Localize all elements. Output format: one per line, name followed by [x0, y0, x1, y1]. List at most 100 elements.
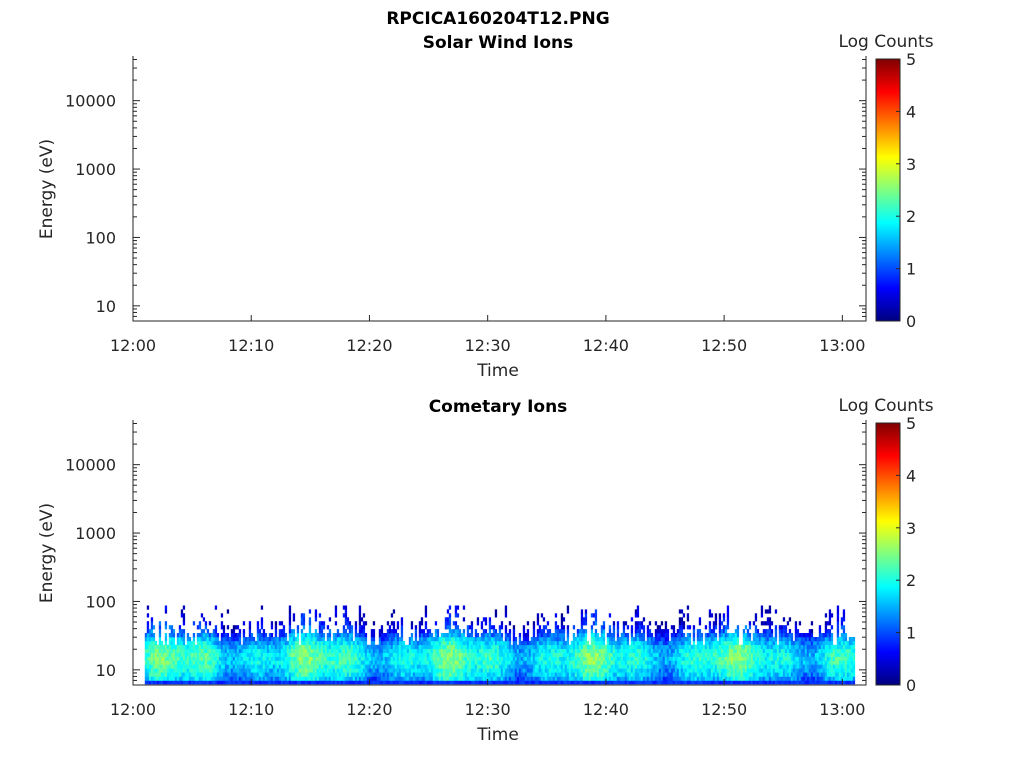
heatmap-cell	[508, 633, 512, 638]
heatmap-cell	[384, 633, 388, 638]
heatmap-cell	[552, 680, 556, 685]
heatmap-cell	[632, 676, 636, 681]
heatmap-cell	[430, 640, 434, 646]
heatmap-cell	[150, 621, 154, 626]
heatmap-cell	[692, 648, 696, 653]
heatmap-cell	[704, 637, 708, 642]
heatmap-cell	[664, 668, 668, 673]
heatmap-cell	[378, 648, 382, 653]
heatmap-cell	[650, 656, 654, 661]
heatmap-cell	[812, 672, 816, 677]
heatmap-cell	[236, 640, 240, 646]
heatmap-cell	[602, 625, 606, 630]
heatmap-cell	[588, 660, 592, 665]
heatmap-cell	[512, 672, 516, 677]
heatmap-cell	[554, 660, 558, 665]
heatmap-cell	[404, 664, 408, 669]
heatmap-cell	[828, 629, 832, 634]
heatmap-cell	[770, 680, 774, 685]
heatmap-cell	[250, 668, 254, 673]
heatmap-cell	[180, 644, 184, 650]
heatmap-cell	[792, 680, 796, 685]
heatmap-cell	[780, 660, 784, 665]
heatmap-cell	[740, 668, 744, 673]
heatmap-cell	[224, 660, 228, 665]
heatmap-cell	[706, 664, 710, 669]
heatmap-cell	[210, 648, 214, 653]
heatmap-cell	[158, 625, 162, 630]
heatmap-cell	[724, 664, 728, 669]
heatmap-cell	[642, 637, 646, 642]
heatmap-cell	[476, 660, 480, 665]
heatmap-cell	[832, 660, 836, 665]
heatmap-cell	[566, 672, 570, 677]
heatmap-cell	[736, 648, 740, 653]
heatmap-cell	[818, 640, 822, 646]
heatmap-cell	[336, 633, 340, 638]
heatmap-cell	[306, 637, 310, 642]
heatmap-cell	[202, 676, 206, 681]
heatmap-cell	[568, 676, 572, 681]
heatmap-cell	[248, 652, 252, 657]
heatmap-cell	[448, 605, 452, 610]
heatmap-cell	[808, 676, 812, 681]
heatmap-cell	[150, 648, 154, 653]
heatmap-cell	[364, 668, 368, 673]
heatmap-cell	[446, 672, 450, 677]
heatmap-cell	[304, 664, 308, 669]
heatmap-cell	[764, 629, 768, 634]
heatmap-cell	[666, 660, 670, 665]
heatmap-cell	[188, 652, 192, 657]
heatmap-cell	[222, 676, 226, 681]
heatmap-cell	[808, 640, 812, 646]
heatmap-cell	[560, 644, 564, 650]
heatmap-cell	[300, 648, 304, 653]
heatmap-cell	[698, 644, 702, 650]
heatmap-cell	[542, 637, 546, 642]
heatmap-cell	[260, 664, 264, 669]
heatmap-cell	[286, 652, 290, 657]
heatmap-cell	[794, 633, 798, 638]
heatmap-cell	[752, 668, 756, 673]
heatmap-cell	[590, 672, 594, 677]
heatmap-cell	[810, 629, 814, 634]
heatmap-cell	[370, 644, 374, 650]
heatmap-cell	[410, 668, 414, 673]
heatmap-cell	[272, 644, 276, 650]
heatmap-cell	[660, 652, 664, 657]
heatmap-cell	[502, 664, 506, 669]
heatmap-cell	[314, 644, 318, 650]
heatmap-cell	[614, 664, 618, 669]
heatmap-cell	[686, 664, 690, 669]
heatmap-cell	[318, 629, 322, 634]
heatmap-cell	[536, 637, 540, 642]
heatmap-cell	[238, 648, 242, 653]
heatmap-cell	[508, 640, 512, 646]
heatmap-cell	[538, 676, 542, 681]
heatmap-cell	[820, 676, 824, 681]
heatmap-cell	[504, 652, 508, 657]
heatmap-cell	[354, 633, 358, 638]
heatmap-cell	[358, 660, 362, 665]
heatmap-cell	[392, 672, 396, 677]
heatmap-cell	[664, 644, 668, 650]
heatmap-cell	[756, 640, 760, 646]
heatmap-cell	[524, 644, 528, 650]
heatmap-cell	[308, 664, 312, 669]
heatmap-cell	[718, 668, 722, 673]
heatmap-cell	[776, 648, 780, 653]
heatmap-cell	[284, 656, 288, 661]
heatmap-cell	[396, 644, 400, 650]
heatmap-cell	[576, 672, 580, 677]
heatmap-cell	[288, 617, 292, 622]
heatmap-cell	[268, 676, 272, 681]
heatmap-cell	[194, 676, 198, 681]
heatmap-cell	[752, 664, 756, 669]
heatmap-cell	[388, 633, 392, 638]
heatmap-cell	[390, 652, 394, 657]
heatmap-cell	[612, 672, 616, 677]
heatmap-cell	[718, 648, 722, 653]
heatmap-cell	[172, 680, 176, 685]
heatmap-cell	[506, 644, 510, 650]
heatmap-cell	[566, 680, 570, 685]
